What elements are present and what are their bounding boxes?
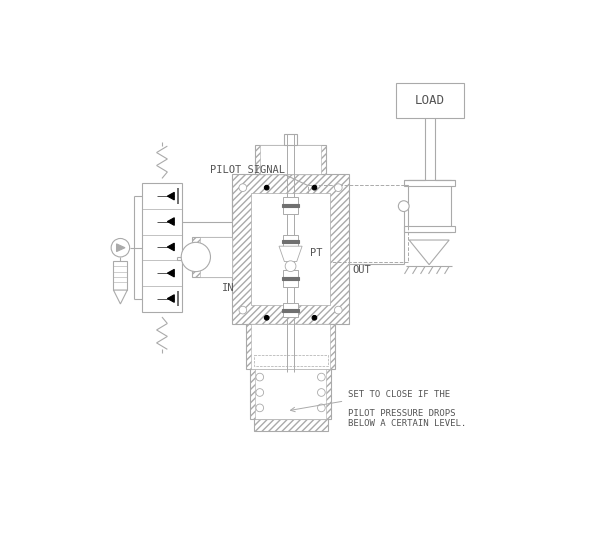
Circle shape xyxy=(398,201,409,212)
Polygon shape xyxy=(116,244,125,251)
Circle shape xyxy=(334,306,342,314)
Polygon shape xyxy=(167,192,174,200)
Bar xyxy=(254,355,328,366)
Bar xyxy=(251,193,330,305)
Bar xyxy=(260,145,322,174)
Bar xyxy=(282,204,299,207)
Circle shape xyxy=(111,239,130,257)
Bar xyxy=(404,180,455,186)
Circle shape xyxy=(181,243,211,272)
Bar xyxy=(113,261,127,290)
Bar xyxy=(255,145,326,174)
Text: PILOT SIGNAL: PILOT SIGNAL xyxy=(210,165,285,175)
Polygon shape xyxy=(167,218,174,226)
Bar xyxy=(283,235,298,248)
Circle shape xyxy=(239,184,247,191)
Circle shape xyxy=(317,373,325,381)
Circle shape xyxy=(239,306,247,314)
Bar xyxy=(246,324,335,368)
Bar xyxy=(254,419,328,431)
Text: PILOT PRESSURE DROPS: PILOT PRESSURE DROPS xyxy=(349,409,456,417)
Circle shape xyxy=(256,389,263,397)
Circle shape xyxy=(334,184,342,191)
Polygon shape xyxy=(167,270,174,277)
Bar xyxy=(142,183,182,312)
Bar xyxy=(283,270,298,287)
Bar xyxy=(404,226,455,232)
Bar xyxy=(251,324,330,368)
Text: PT: PT xyxy=(310,248,322,258)
Polygon shape xyxy=(113,290,127,304)
Bar xyxy=(283,303,298,317)
Bar xyxy=(284,134,298,145)
Circle shape xyxy=(312,316,317,320)
Circle shape xyxy=(265,316,269,320)
Text: BELOW A CERTAIN LEVEL.: BELOW A CERTAIN LEVEL. xyxy=(349,419,467,428)
Polygon shape xyxy=(167,243,174,251)
Bar xyxy=(282,277,299,280)
Bar xyxy=(282,240,299,243)
Bar xyxy=(192,237,232,277)
Circle shape xyxy=(312,185,317,190)
Circle shape xyxy=(285,261,296,272)
Bar xyxy=(200,237,232,277)
Circle shape xyxy=(265,185,269,190)
Bar xyxy=(255,368,326,419)
Circle shape xyxy=(317,389,325,397)
Bar xyxy=(232,174,349,324)
Text: OUT: OUT xyxy=(352,266,371,276)
Bar xyxy=(283,197,298,214)
Bar xyxy=(250,368,331,419)
Circle shape xyxy=(256,373,263,381)
Bar xyxy=(396,83,464,118)
Text: IN: IN xyxy=(222,283,235,293)
Circle shape xyxy=(256,404,263,412)
Polygon shape xyxy=(409,240,449,265)
Circle shape xyxy=(317,404,325,412)
Polygon shape xyxy=(167,295,174,302)
Text: LOAD: LOAD xyxy=(415,94,445,107)
Polygon shape xyxy=(279,246,302,262)
Bar xyxy=(282,309,299,312)
Bar xyxy=(407,180,451,232)
Text: SET TO CLOSE IF THE: SET TO CLOSE IF THE xyxy=(349,390,451,399)
